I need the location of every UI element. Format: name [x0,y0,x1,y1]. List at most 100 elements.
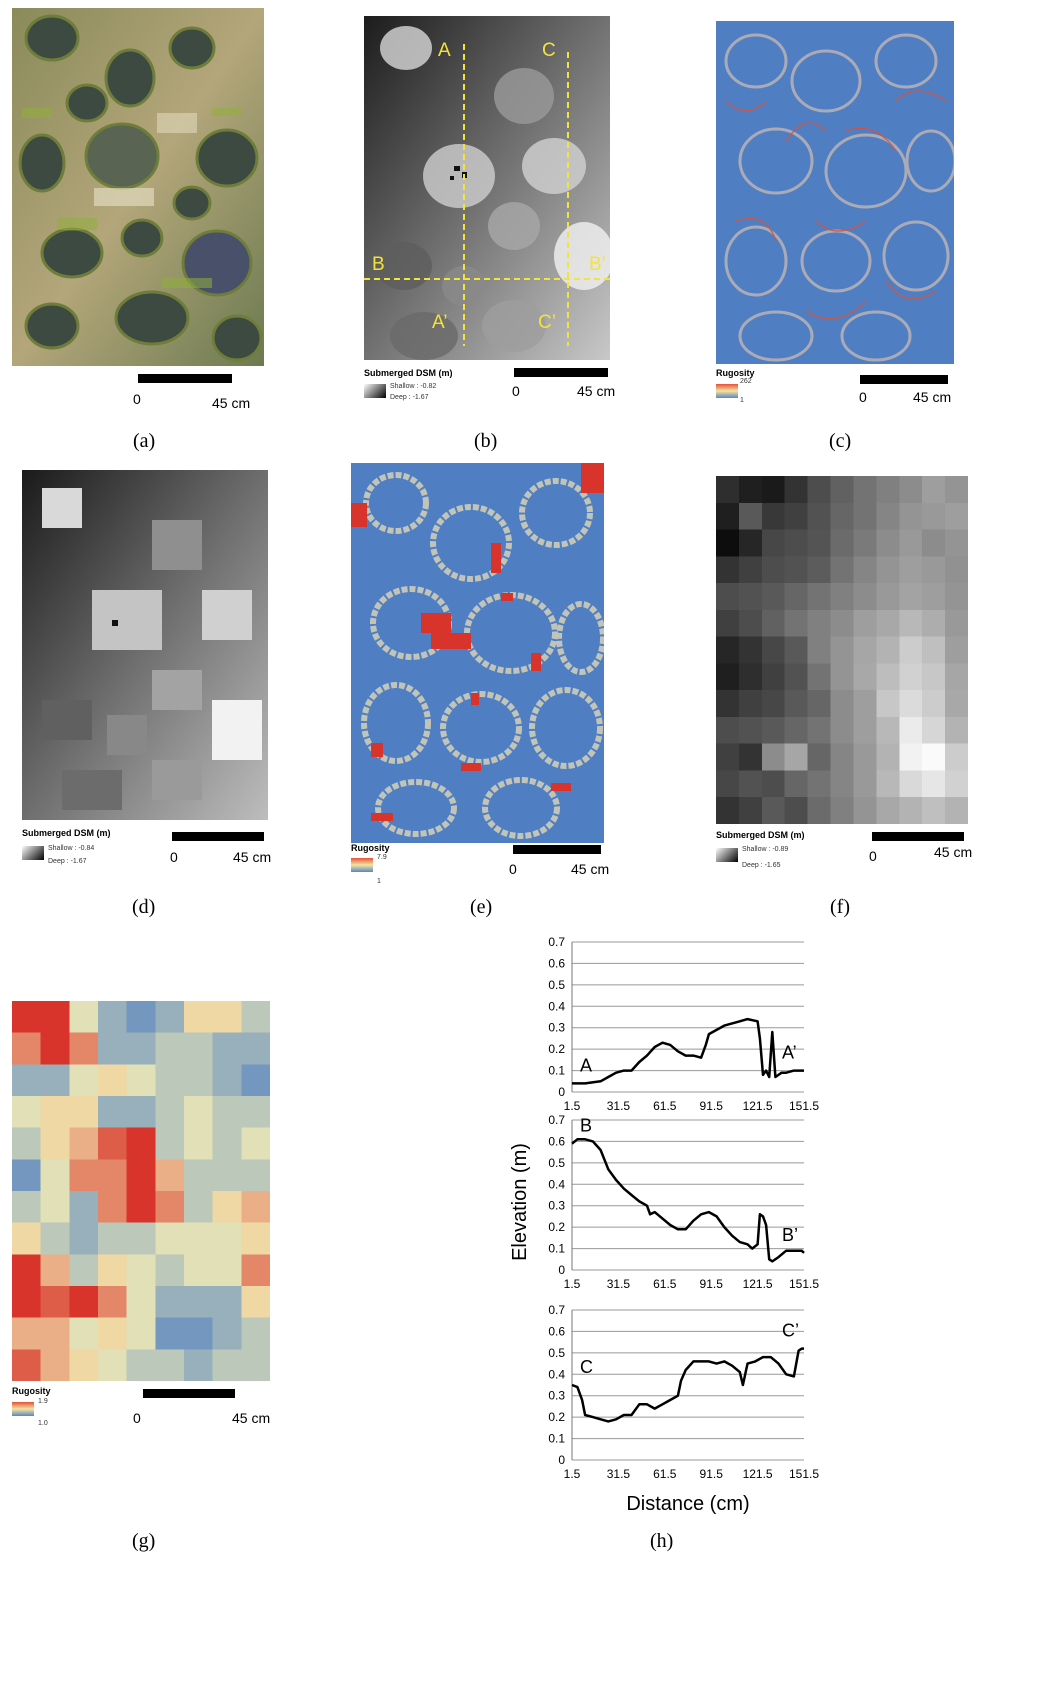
scale-zero: 0 [859,389,867,405]
rugosity-cell [12,1064,42,1097]
legend-e-title: Rugosity [351,843,390,853]
dsm-cell [876,583,900,611]
dsm-cell [807,770,832,798]
legend-c-low: 1 [740,397,744,404]
dsm-cell [761,583,786,611]
rugosity-cell [184,1191,214,1224]
rugosity-cell [98,1286,128,1319]
legend-g-gradient [12,1402,34,1416]
rugosity-cell [155,1222,185,1255]
dsm-cell [899,609,923,638]
dsm-cell [945,743,968,771]
dsm-cell [945,529,968,557]
dsm-cell [899,797,923,824]
dsm-cell [830,797,854,824]
dsm-cell [784,583,809,611]
rugosity-cell [126,1127,156,1160]
rugosity-cell [241,1191,270,1224]
y-tick-label: 0 [558,1263,565,1277]
y-tick-label: 0.4 [548,1367,565,1381]
rugosity-cell [212,1286,242,1319]
dsm-cell [738,609,763,638]
dsm-cell [738,502,763,531]
rugosity-cell [155,1254,185,1287]
dsm-cell [784,716,809,745]
dsm-cell [738,663,763,691]
y-tick-label: 0.7 [548,1303,565,1317]
rugosity-cell [69,1159,99,1192]
rugosity-cell [212,1222,242,1255]
rugosity-cell [126,1032,156,1065]
dsm-cell [716,663,740,691]
y-tick-label: 0.2 [548,1220,565,1234]
rugosity-cell [184,1254,214,1287]
dsm-cell [738,690,763,718]
dsm-cell [922,770,946,798]
rugosity-cell [12,1127,42,1160]
x-tick-label: 151.5 [789,1277,819,1291]
legend-d-deep: Deep : -1.67 [48,858,87,865]
dsm-cell [830,716,854,745]
rugosity-cell [69,1127,99,1160]
dsm-cell [807,476,832,504]
dsm-cell [853,663,877,691]
y-tick-label: 0.2 [548,1042,565,1056]
dsm-cell [807,556,832,584]
rugosity-cell [98,1222,128,1255]
dsm-cell [761,529,786,557]
dsm-cell [830,663,854,691]
dsm-cell [853,609,877,638]
rugosity-cell [241,1032,270,1065]
rugosity-cell [212,1127,242,1160]
rugosity-cell [12,1254,42,1287]
y-tick-label: 0.7 [548,935,565,949]
rugosity-cell [212,1349,242,1381]
dsm-cell [784,476,809,504]
scale-bar [143,1389,235,1398]
rugosity-cell [241,1317,270,1350]
dsm-cell [738,476,763,504]
x-tick-label: 61.5 [653,1467,677,1481]
legend-b-title: Submerged DSM (m) [364,368,453,378]
transect-label-a: A [438,40,451,61]
dsm-cell [830,770,854,798]
legend-c-title: Rugosity [716,368,755,378]
rugosity-cell [184,1032,214,1065]
dsm-cell [807,743,832,771]
rugosity-cell [98,1127,128,1160]
panel-a-image [12,8,264,366]
dsm-cell [716,716,740,745]
dsm-cell [716,636,740,664]
rugosity-cell [126,1317,156,1350]
dsm-cell [853,476,877,504]
scale-bar [172,832,264,841]
dsm-cell [830,636,854,664]
rugosity-cell [12,1001,42,1034]
rugosity-cell [184,1159,214,1192]
dsm-cell [738,716,763,745]
dsm-cell [853,556,877,584]
caption-e: (e) [470,896,493,918]
rugosity-cell [126,1254,156,1287]
scale-bar [138,374,232,383]
rugosity-cell [212,1096,242,1129]
dsm-cell [784,636,809,664]
rugosity-cell [98,1032,128,1065]
y-tick-label: 0.1 [548,1242,565,1256]
dsm-cell [807,716,832,745]
dsm-cell [945,797,968,824]
x-tick-label: 91.5 [700,1277,724,1291]
dsm-cell [784,529,809,557]
y-tick-label: 0.5 [548,978,565,992]
legend-d-title: Submerged DSM (m) [22,828,111,838]
profile-2: 0 0.1 0.2 0.3 0.4 0.5 0.6 0.7 1.5 31.5 61.5 91.5 121… [548,1303,819,1481]
dsm-cell [899,663,923,691]
dsm-cell [807,529,832,557]
rugosity-cell [212,1064,242,1097]
rugosity-cell [12,1096,42,1129]
scale-zero: 0 [170,849,178,865]
rugosity-cell [69,1191,99,1224]
dsm-cell [807,663,832,691]
rugosity-cell [69,1032,99,1065]
rugosity-cell [12,1032,42,1065]
